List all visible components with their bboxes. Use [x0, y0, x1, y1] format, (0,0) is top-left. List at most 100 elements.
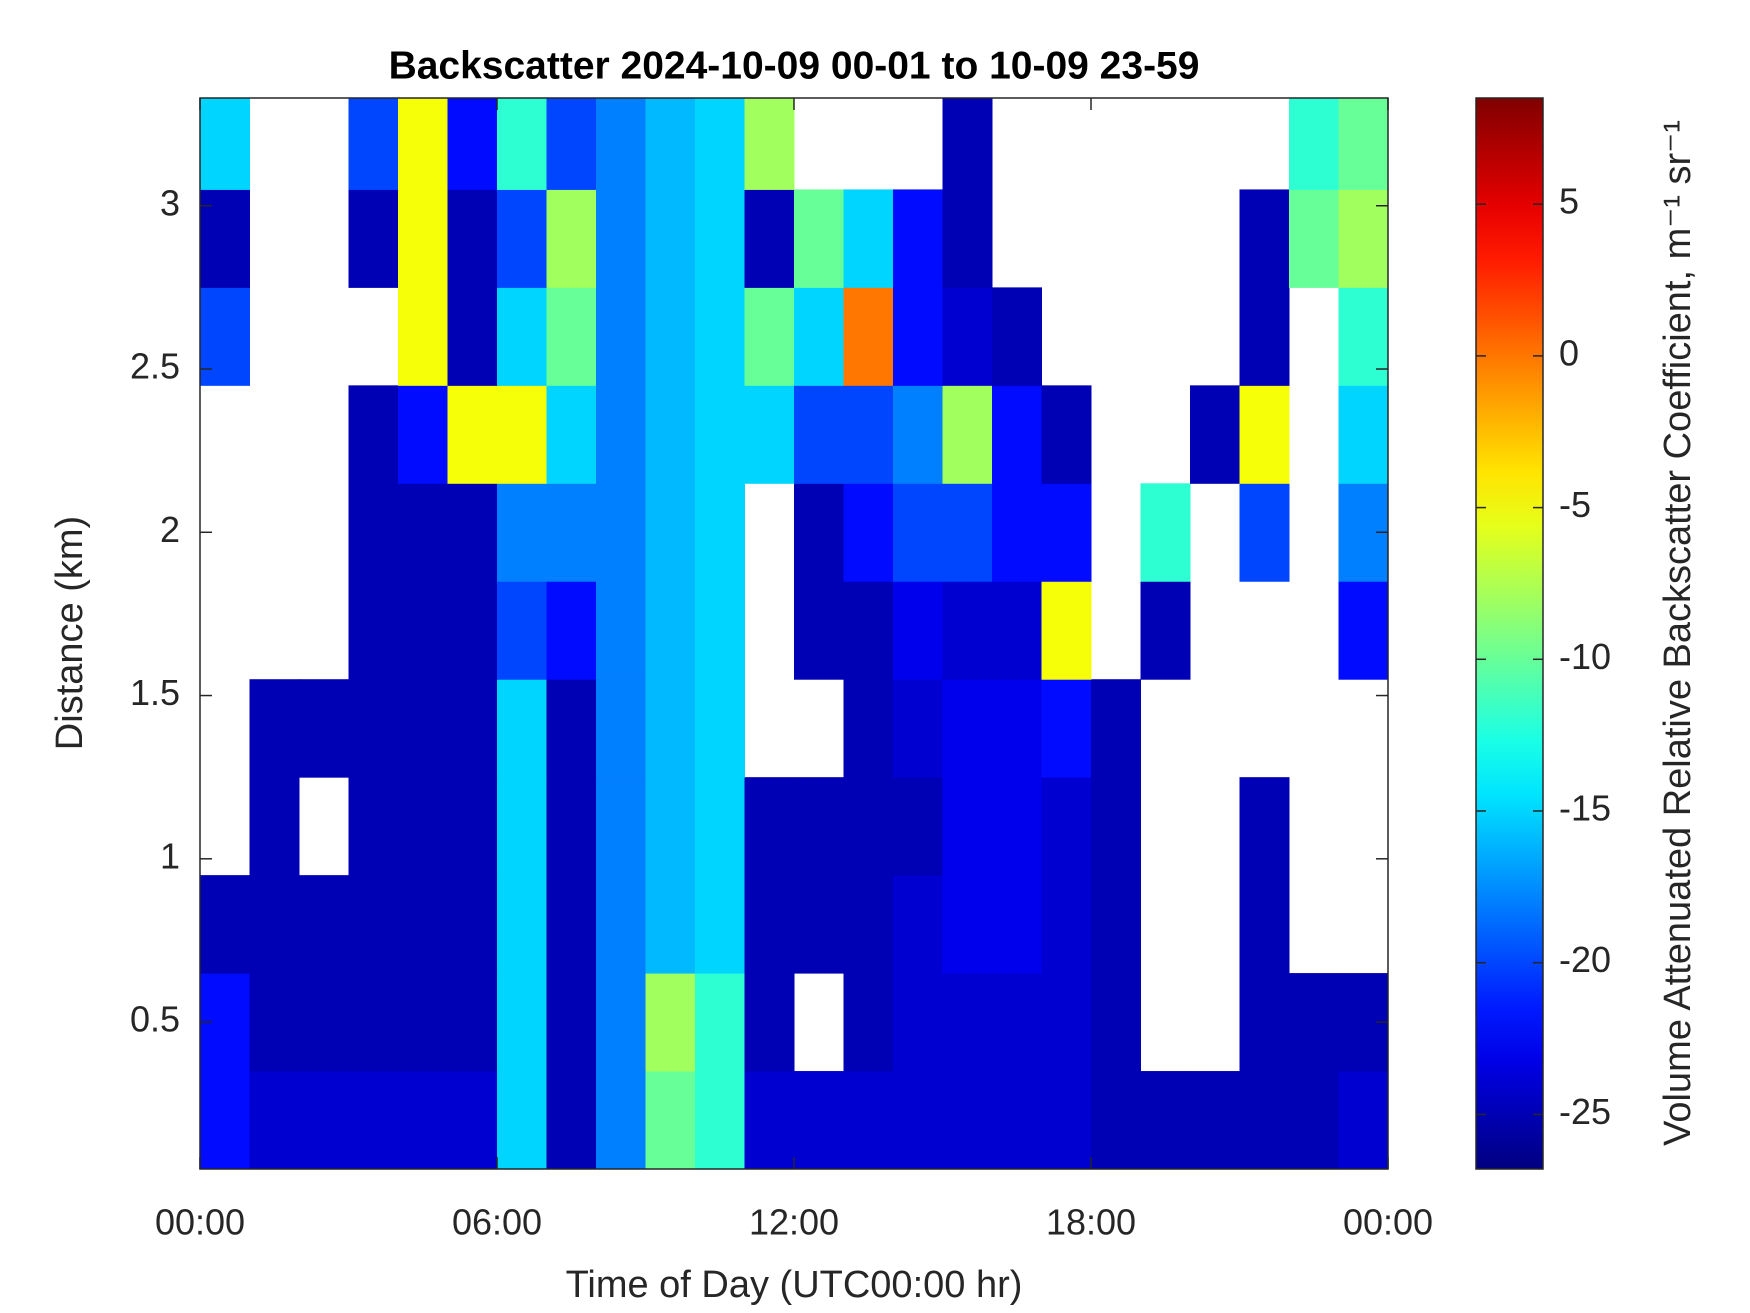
heat-cell	[1041, 973, 1092, 1072]
heat-cell	[497, 287, 547, 386]
heat-cell	[200, 1071, 250, 1170]
heat-cell	[645, 287, 696, 386]
heat-cell	[695, 973, 745, 1072]
heat-cell	[348, 581, 399, 680]
heat-cell	[695, 875, 745, 974]
heat-cell	[398, 1071, 448, 1170]
heat-cell	[447, 385, 498, 484]
heat-cell	[1338, 98, 1389, 190]
heat-cell	[1239, 189, 1290, 288]
heat-cell	[1190, 385, 1240, 484]
heat-cell	[1239, 385, 1290, 484]
heat-cell	[1041, 581, 1092, 680]
heat-cell	[893, 581, 943, 680]
heat-cell	[497, 385, 547, 484]
heat-cell	[497, 483, 547, 582]
heat-cell	[348, 777, 399, 876]
heat-cell	[1091, 777, 1141, 876]
heat-cell	[398, 973, 448, 1072]
heat-cell	[596, 385, 646, 484]
heat-cell	[992, 973, 1042, 1072]
heat-cell	[398, 98, 448, 190]
heat-cell	[1289, 98, 1339, 190]
heat-cell	[249, 1071, 300, 1170]
heat-cell	[1041, 385, 1092, 484]
heat-cell	[546, 973, 597, 1072]
heat-cell	[794, 581, 844, 680]
heat-cell	[447, 189, 498, 288]
heat-cell	[794, 1071, 844, 1170]
heat-cell	[794, 385, 844, 484]
heat-cell	[348, 973, 399, 1072]
heat-cell	[1239, 1071, 1290, 1170]
heat-cell	[200, 98, 250, 190]
heat-cell	[546, 287, 597, 386]
heat-cell	[200, 875, 250, 974]
heat-cell	[843, 189, 894, 288]
heat-cell	[645, 875, 696, 974]
heat-cell	[942, 483, 993, 582]
heat-cell	[1041, 777, 1092, 876]
heat-cell	[398, 875, 448, 974]
heat-cell	[1190, 1071, 1240, 1170]
colorbar-tick-label: -5	[1559, 484, 1591, 525]
heat-cell	[744, 98, 795, 190]
heat-cell	[1338, 581, 1389, 680]
y-axis-label: Distance (km)	[49, 516, 91, 750]
x-tick-label: 00:00	[155, 1202, 245, 1243]
heat-cell	[992, 1071, 1042, 1170]
y-tick-label: 1	[160, 835, 180, 876]
heat-cell	[1338, 1071, 1389, 1170]
heat-cell	[447, 581, 498, 680]
heat-cell	[843, 875, 894, 974]
heat-cell	[843, 679, 894, 778]
x-tick-label: 06:00	[452, 1202, 542, 1243]
colorbar-tick-label: -20	[1559, 939, 1611, 980]
heat-cell	[744, 287, 795, 386]
heat-cell	[546, 777, 597, 876]
heat-cell	[645, 679, 696, 778]
heat-cell	[1041, 679, 1092, 778]
heat-cell	[794, 287, 844, 386]
y-tick-label: 0.5	[130, 999, 180, 1040]
heat-cell	[596, 581, 646, 680]
heat-cell	[1091, 875, 1141, 974]
heat-cell	[497, 973, 547, 1072]
heat-cell	[447, 287, 498, 386]
heat-cell	[942, 189, 993, 288]
heat-cell	[645, 973, 696, 1072]
heat-cell	[992, 777, 1042, 876]
heat-cell	[546, 98, 597, 190]
heat-cell	[645, 1071, 696, 1170]
heat-cell	[299, 679, 349, 778]
heat-cell	[1239, 777, 1290, 876]
colorbar-tick-label: 5	[1559, 181, 1579, 222]
heat-cell	[1140, 581, 1191, 680]
heat-cell	[596, 1071, 646, 1170]
colorbar-tick-label: -10	[1559, 636, 1611, 677]
heat-cell	[596, 973, 646, 1072]
heat-cell	[348, 189, 399, 288]
colorbar-tick-label: -25	[1559, 1091, 1611, 1132]
heat-cell	[992, 483, 1042, 582]
heat-cell	[447, 98, 498, 190]
heat-cell	[447, 875, 498, 974]
colorbar	[1476, 98, 1543, 1169]
heat-cell	[843, 287, 894, 386]
heat-cell	[942, 777, 993, 876]
heat-cell	[893, 385, 943, 484]
heat-cell	[1289, 189, 1339, 288]
heat-cell	[299, 973, 349, 1072]
chart-title: Backscatter 2024-10-09 00-01 to 10-09 23…	[389, 44, 1200, 87]
x-axis-label: Time of Day (UTC00:00 hr)	[566, 1264, 1023, 1306]
heat-cell	[1140, 1071, 1191, 1170]
heat-cell	[546, 1071, 597, 1170]
heat-cell	[348, 1071, 399, 1170]
heat-cell	[794, 483, 844, 582]
heat-cell	[1239, 973, 1290, 1072]
heat-cell	[348, 385, 399, 484]
heat-cell	[744, 385, 795, 484]
heat-cell	[1289, 973, 1339, 1072]
heat-cell	[1091, 679, 1141, 778]
